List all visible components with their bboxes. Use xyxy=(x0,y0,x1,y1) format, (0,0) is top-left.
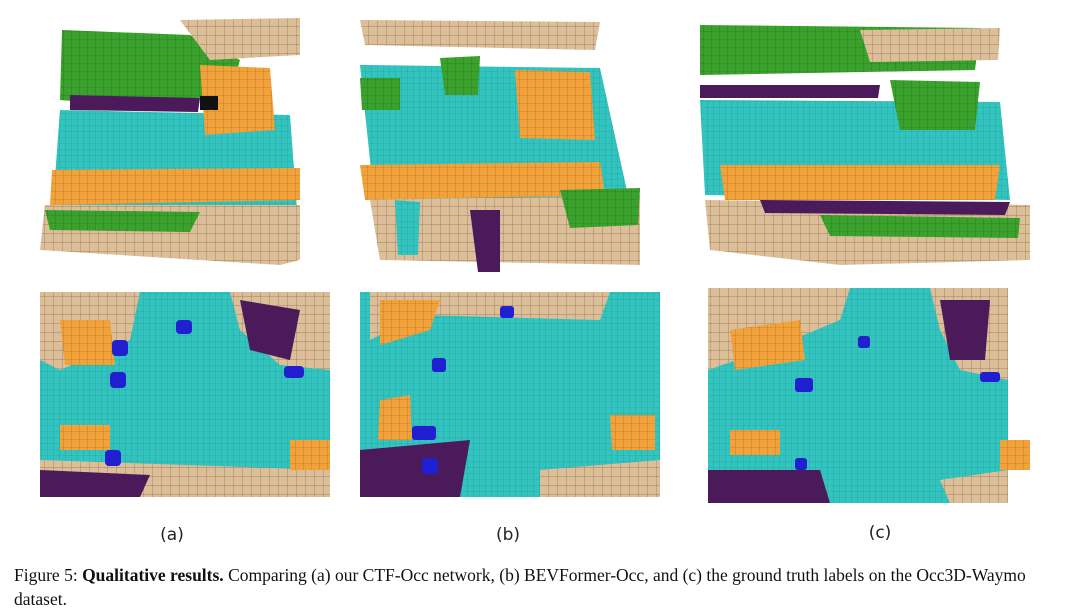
panel-b-bottom xyxy=(360,292,660,497)
panel-label: (b) xyxy=(496,525,520,545)
panel-label: (a) xyxy=(160,525,184,545)
panel-b-top xyxy=(360,20,640,272)
figure: (a) (b) (c) xyxy=(40,18,1030,545)
caption: Figure 5: Qualitative results. Comparing… xyxy=(14,563,1074,611)
panel-a-top xyxy=(40,18,300,265)
caption-text: Comparing (a) our CTF-Occ network, (b) B… xyxy=(14,565,1026,609)
caption-title: Qualitative results. xyxy=(82,565,224,585)
panel-a-bottom xyxy=(40,292,330,497)
caption-number: Figure 5: xyxy=(14,565,78,585)
panel-label: (c) xyxy=(869,523,892,543)
panel-c-bottom xyxy=(708,288,1030,503)
panel-c-top xyxy=(700,25,1030,265)
